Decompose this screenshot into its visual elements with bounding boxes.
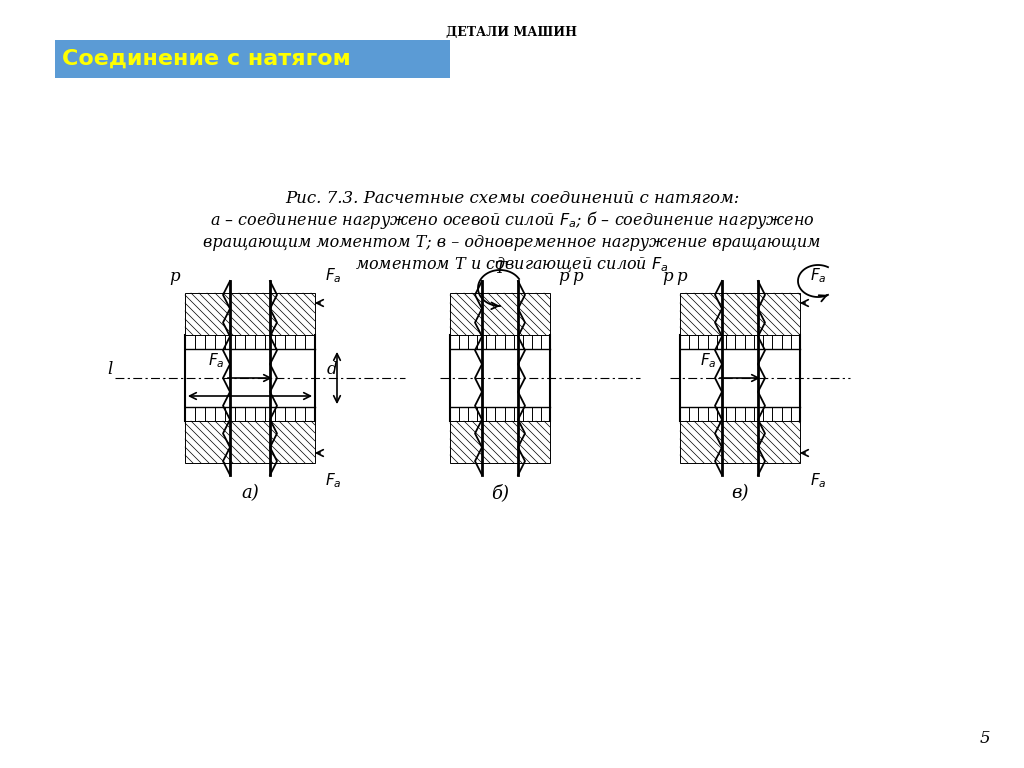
Text: моментом Т и сдвигающей силой $F_a$: моментом Т и сдвигающей силой $F_a$ xyxy=(355,256,669,274)
Text: d: d xyxy=(327,361,338,378)
Text: $F_a$: $F_a$ xyxy=(810,471,826,490)
Text: $F_a$: $F_a$ xyxy=(810,266,826,285)
Text: Рис. 7.3. Расчетные схемы соединений с натягом:: Рис. 7.3. Расчетные схемы соединений с н… xyxy=(285,190,739,207)
Bar xyxy=(680,421,800,463)
Text: $F_a$: $F_a$ xyxy=(700,351,717,370)
Text: l: l xyxy=(108,361,113,378)
Bar xyxy=(680,293,800,335)
Text: ДЕТАЛИ МАШИН: ДЕТАЛИ МАШИН xyxy=(446,27,578,39)
Text: $F_a$: $F_a$ xyxy=(325,471,342,490)
Text: Соединение с натягом: Соединение с натягом xyxy=(62,49,351,69)
Text: вращающим моментом Т; в – одновременное нагружение вращающим: вращающим моментом Т; в – одновременное … xyxy=(204,234,820,251)
Bar xyxy=(185,293,315,335)
Text: p: p xyxy=(572,268,583,285)
Text: p: p xyxy=(558,268,568,285)
Bar xyxy=(450,293,550,335)
Text: T: T xyxy=(495,260,506,277)
Text: б): б) xyxy=(490,484,509,502)
Bar xyxy=(450,421,550,463)
Text: p: p xyxy=(169,268,180,285)
Text: в): в) xyxy=(731,484,749,502)
Text: а): а) xyxy=(241,484,259,502)
Text: p: p xyxy=(676,268,687,285)
Text: p: p xyxy=(662,268,673,285)
FancyBboxPatch shape xyxy=(55,40,450,78)
Bar xyxy=(185,421,315,463)
Text: $F_a$: $F_a$ xyxy=(209,351,225,370)
Text: 5: 5 xyxy=(979,730,990,747)
Text: а – соединение нагружено осевой силой $F_a$; б – соединение нагружено: а – соединение нагружено осевой силой $F… xyxy=(210,209,814,231)
Text: $F_a$: $F_a$ xyxy=(325,266,342,285)
